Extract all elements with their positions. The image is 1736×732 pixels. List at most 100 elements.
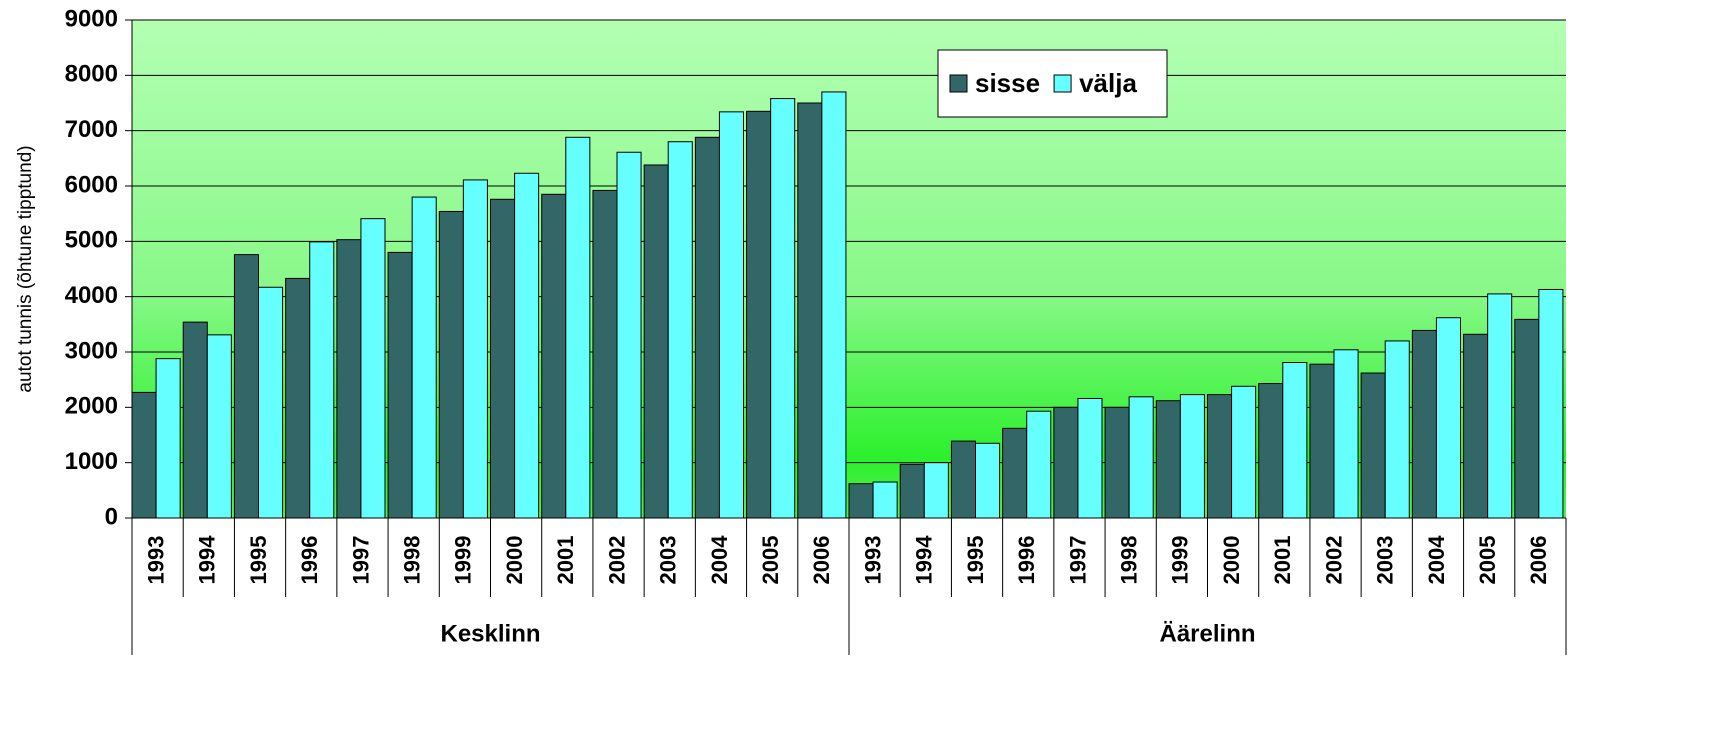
bar xyxy=(155,358,181,519)
bar xyxy=(1463,333,1489,519)
x-tick-label: 2003 xyxy=(656,536,681,585)
bar xyxy=(1309,363,1335,519)
bar xyxy=(438,210,464,519)
bar xyxy=(872,481,898,519)
x-tick-label: 1997 xyxy=(348,536,373,585)
bar xyxy=(360,218,386,519)
x-tick-label: 1993 xyxy=(143,536,168,585)
bar xyxy=(257,286,284,519)
x-tick-label: 1996 xyxy=(1014,536,1039,585)
bar xyxy=(746,110,772,519)
x-tick-label: 1995 xyxy=(963,536,988,585)
bar xyxy=(643,164,669,519)
y-tick-label: 9000 xyxy=(65,5,118,32)
x-tick-label: 1999 xyxy=(1168,536,1193,585)
bar xyxy=(848,483,874,519)
bar xyxy=(694,136,720,519)
bar xyxy=(770,98,796,519)
y-tick-label: 4000 xyxy=(65,282,118,309)
bar xyxy=(1282,362,1308,519)
bar xyxy=(974,442,1001,519)
x-tick-label: 2005 xyxy=(758,536,783,585)
bar xyxy=(336,239,362,519)
y-axis-label: autot tunnis (õhtune tipptund) xyxy=(15,145,36,392)
bar xyxy=(1435,317,1461,519)
bar xyxy=(131,391,157,519)
x-tick-label: 1993 xyxy=(860,536,885,585)
bar xyxy=(1026,410,1052,519)
bar xyxy=(821,91,847,519)
x-tick-label: 2002 xyxy=(1321,536,1346,585)
bar xyxy=(1053,406,1079,519)
bar xyxy=(411,196,437,519)
bar xyxy=(541,193,567,519)
bar xyxy=(1179,394,1205,519)
bar xyxy=(1538,288,1564,519)
bar xyxy=(899,463,925,519)
bar xyxy=(797,102,823,519)
legend-label: välja xyxy=(1079,68,1137,98)
x-tick-label: 1997 xyxy=(1065,536,1090,585)
bar xyxy=(309,241,335,519)
legend-box xyxy=(937,49,1168,118)
bar xyxy=(1411,329,1437,519)
legend-swatch xyxy=(949,74,968,93)
x-tick-label: 1994 xyxy=(195,535,220,585)
x-tick-label: 2001 xyxy=(553,536,578,585)
bar xyxy=(1514,318,1540,519)
group-label: Äärelinn xyxy=(1159,620,1255,647)
bar xyxy=(616,151,642,519)
y-tick-label: 6000 xyxy=(65,171,118,198)
x-tick-label: 2002 xyxy=(604,536,629,585)
bar xyxy=(1104,406,1130,519)
bar xyxy=(667,141,693,519)
bar xyxy=(1258,383,1284,519)
x-tick-label: 1998 xyxy=(1116,536,1141,585)
bar xyxy=(1207,394,1233,519)
x-tick-label: 2006 xyxy=(809,536,834,585)
x-tick-label: 2003 xyxy=(1373,536,1398,585)
bar xyxy=(1155,400,1181,519)
x-tick-label: 2006 xyxy=(1526,536,1551,585)
bar xyxy=(1333,349,1359,519)
x-tick-label: 2004 xyxy=(707,535,732,585)
x-tick-label: 1998 xyxy=(399,536,424,585)
bar xyxy=(182,321,208,519)
bar xyxy=(206,334,232,519)
x-tick-label: 2001 xyxy=(1270,536,1295,585)
bar xyxy=(233,254,259,519)
x-tick-label: 1994 xyxy=(912,535,937,585)
bar xyxy=(718,111,744,519)
x-tick-label: 2005 xyxy=(1475,536,1500,585)
bar xyxy=(565,136,591,519)
legend-label: sisse xyxy=(975,68,1040,98)
x-tick-label: 2000 xyxy=(502,536,527,585)
bar xyxy=(1077,397,1103,519)
bar xyxy=(923,462,949,519)
bar xyxy=(490,198,516,519)
bar xyxy=(1231,385,1257,519)
x-tick-label: 2004 xyxy=(1424,535,1449,585)
group-label: Kesklinn xyxy=(440,620,540,647)
bar xyxy=(285,277,311,519)
bar xyxy=(1002,427,1028,519)
bar xyxy=(592,189,618,519)
x-tick-label: 1996 xyxy=(297,536,322,585)
y-tick-label: 7000 xyxy=(65,116,118,143)
bar xyxy=(387,251,413,519)
x-tick-label: 1995 xyxy=(246,536,271,585)
y-tick-label: 2000 xyxy=(65,393,118,420)
y-tick-label: 5000 xyxy=(65,227,118,254)
bar xyxy=(514,172,540,519)
legend-swatch xyxy=(1053,74,1072,93)
y-tick-label: 3000 xyxy=(65,337,118,364)
bar xyxy=(1487,293,1513,519)
y-tick-label: 8000 xyxy=(65,61,118,88)
x-tick-label: 2000 xyxy=(1219,536,1244,585)
y-tick-label: 1000 xyxy=(65,448,118,475)
bar xyxy=(462,179,488,519)
bar xyxy=(1360,372,1386,519)
x-tick-label: 1999 xyxy=(451,536,476,585)
bar xyxy=(950,440,976,519)
